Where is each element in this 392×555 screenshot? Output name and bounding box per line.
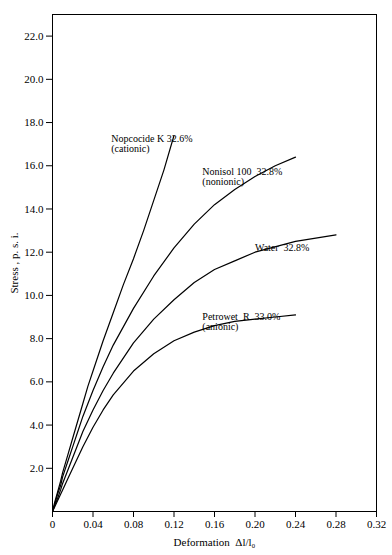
svg-text:Water 32.8%: Water 32.8% <box>255 242 309 253</box>
svg-text:22.0: 22.0 <box>24 30 44 42</box>
svg-text:20.0: 20.0 <box>24 73 44 85</box>
svg-text:12.0: 12.0 <box>24 246 44 258</box>
svg-text:Petrowet R 33.0%(anionic): Petrowet R 33.0%(anionic) <box>202 311 280 333</box>
svg-text:2.0: 2.0 <box>30 462 44 474</box>
svg-text:0.16: 0.16 <box>205 518 225 530</box>
svg-text:Deformation Δl/l₀: Deformation Δl/l₀ <box>174 536 256 548</box>
svg-text:0.04: 0.04 <box>83 518 103 530</box>
svg-text:0.24: 0.24 <box>286 518 306 530</box>
svg-text:10.0: 10.0 <box>24 289 44 301</box>
svg-text:0: 0 <box>50 518 56 530</box>
svg-text:0.32: 0.32 <box>367 518 386 530</box>
svg-text:4.0: 4.0 <box>30 419 44 431</box>
svg-text:Nopcocide K 32.6%(cationic): Nopcocide K 32.6%(cationic) <box>111 133 192 155</box>
svg-text:14.0: 14.0 <box>24 202 44 214</box>
svg-text:18.0: 18.0 <box>24 116 44 128</box>
svg-text:0.12: 0.12 <box>164 518 183 530</box>
svg-text:Stress , p. s. i.: Stress , p. s. i. <box>8 232 20 293</box>
svg-text:0.20: 0.20 <box>245 518 265 530</box>
svg-text:16.0: 16.0 <box>24 159 44 171</box>
svg-text:0.08: 0.08 <box>124 518 144 530</box>
svg-text:Nonisol 100 32.8%(nonionic): Nonisol 100 32.8%(nonionic) <box>202 166 282 188</box>
svg-text:0.28: 0.28 <box>326 518 346 530</box>
svg-text:8.0: 8.0 <box>30 332 44 344</box>
svg-text:6.0: 6.0 <box>30 375 44 387</box>
